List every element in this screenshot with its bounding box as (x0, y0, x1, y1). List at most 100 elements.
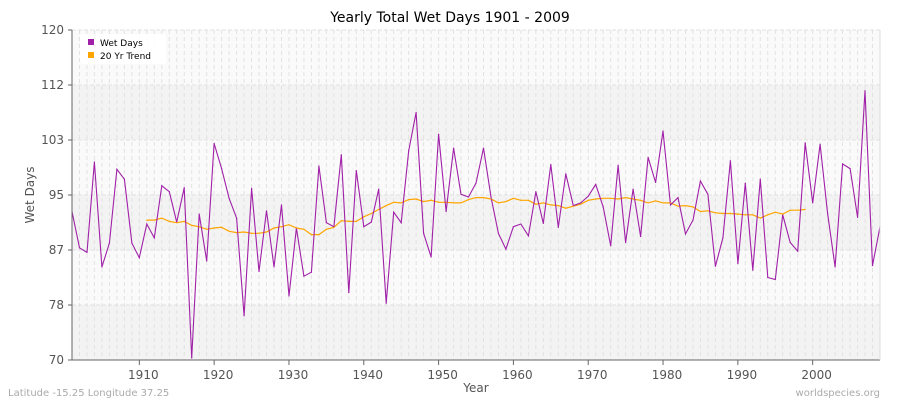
data-point-trend (639, 199, 642, 201)
data-point-trend (497, 202, 500, 204)
data-point-wet-days (639, 235, 642, 238)
data-point-wet-days (288, 295, 290, 297)
data-point-wet-days (228, 197, 230, 199)
data-point-trend (333, 226, 335, 228)
data-point-wet-days (535, 191, 537, 193)
data-point-trend (520, 199, 522, 201)
data-point-wet-days (505, 248, 507, 250)
data-point-wet-days (273, 266, 275, 268)
data-point-wet-days (520, 223, 522, 225)
data-point-wet-days (235, 217, 238, 219)
y-tick-label: 70 (49, 353, 64, 367)
data-point-wet-days (385, 302, 387, 304)
data-point-trend (617, 198, 619, 200)
data-point-trend (729, 212, 731, 215)
data-point-trend (677, 205, 679, 207)
data-point-trend (744, 214, 746, 216)
data-point-wet-days (153, 237, 155, 239)
data-point-wet-days (789, 241, 791, 244)
data-point-trend (647, 202, 649, 204)
data-point-wet-days (482, 147, 485, 149)
grid-lines (71, 29, 881, 361)
y-tick-label: 120 (41, 23, 64, 37)
data-point-wet-days (452, 147, 455, 149)
data-point-wet-days (654, 181, 657, 184)
data-point-trend (707, 210, 709, 212)
data-point-trend (348, 220, 350, 222)
footer-location: Latitude -15.25 Longitude 37.25 (8, 388, 169, 399)
data-point-trend (654, 200, 657, 202)
y-axis-label: Wet Days (23, 166, 37, 223)
data-point-wet-days (445, 210, 447, 213)
y-tick-label: 78 (49, 298, 64, 312)
y-tick-label: 87 (49, 243, 64, 257)
data-point-wet-days (617, 164, 619, 166)
data-point-wet-days (258, 270, 260, 273)
data-point-wet-days (303, 275, 305, 277)
data-point-wet-days (310, 271, 313, 273)
x-tick-label: 1910 (128, 368, 159, 382)
data-point-trend (243, 231, 245, 233)
x-tick-label: 1930 (278, 368, 309, 382)
data-point-wet-days (744, 182, 746, 184)
x-axis-ticks: 1910 1920 1930 1940 1950 1960 1970 1980 1990 2000 (128, 360, 832, 382)
data-point-trend (430, 199, 432, 201)
data-point-trend (512, 197, 515, 199)
data-point-wet-days (168, 191, 170, 193)
data-point-trend (804, 208, 806, 211)
data-point-wet-days (355, 169, 357, 172)
data-point-wet-days (430, 256, 432, 258)
data-point-wet-days (699, 180, 702, 182)
data-point-trend (557, 204, 559, 207)
data-point-wet-days (400, 222, 402, 224)
x-tick-label: 1950 (427, 368, 458, 382)
data-point-trend (213, 227, 215, 229)
x-tick-label: 1990 (727, 368, 758, 382)
data-point-trend (632, 198, 634, 200)
data-point-wet-days (250, 187, 253, 189)
data-point-wet-days (123, 178, 125, 180)
legend: Wet Days 20 Yr Trend (80, 34, 166, 64)
data-point-wet-days (812, 202, 814, 204)
data-point-wet-days (737, 263, 739, 265)
data-point-wet-days (243, 315, 245, 317)
data-point-wet-days (370, 221, 372, 223)
data-point-wet-days (677, 197, 679, 199)
data-point-wet-days (864, 90, 866, 92)
data-point-trend (378, 208, 380, 211)
data-point-wet-days (841, 163, 844, 165)
data-point-trend (460, 202, 462, 204)
x-tick-label: 1960 (502, 368, 533, 382)
data-point-wet-days (722, 237, 724, 239)
data-point-wet-days (856, 216, 859, 219)
data-point-trend (587, 199, 589, 201)
data-point-trend (250, 232, 253, 234)
data-point-trend (288, 224, 290, 226)
data-point-trend (550, 204, 552, 206)
data-point-trend (221, 226, 223, 228)
y-tick-label: 95 (49, 188, 64, 202)
data-point-wet-days (759, 178, 761, 180)
data-point-trend (475, 197, 477, 199)
data-point-wet-days (595, 183, 597, 186)
data-point-trend (797, 209, 799, 211)
data-point-wet-days (565, 173, 567, 175)
data-point-wet-days (774, 278, 776, 281)
data-point-trend (408, 199, 410, 201)
x-tick-label: 1970 (577, 368, 608, 382)
data-point-wet-days (265, 210, 268, 212)
data-point-trend (153, 219, 155, 221)
data-point-trend (684, 204, 687, 207)
data-point-trend (714, 212, 717, 214)
data-point-trend (737, 213, 739, 215)
data-point-wet-days (475, 182, 477, 184)
data-point-trend (542, 202, 544, 204)
footer-source: worldspecies.org (796, 388, 880, 399)
data-point-trend (280, 226, 283, 228)
x-tick-label: 1920 (203, 368, 234, 382)
data-point-trend (602, 197, 604, 199)
data-point-trend (662, 202, 664, 204)
data-point-wet-days (669, 204, 672, 206)
data-point-trend (572, 205, 574, 207)
series-lines (71, 90, 881, 359)
